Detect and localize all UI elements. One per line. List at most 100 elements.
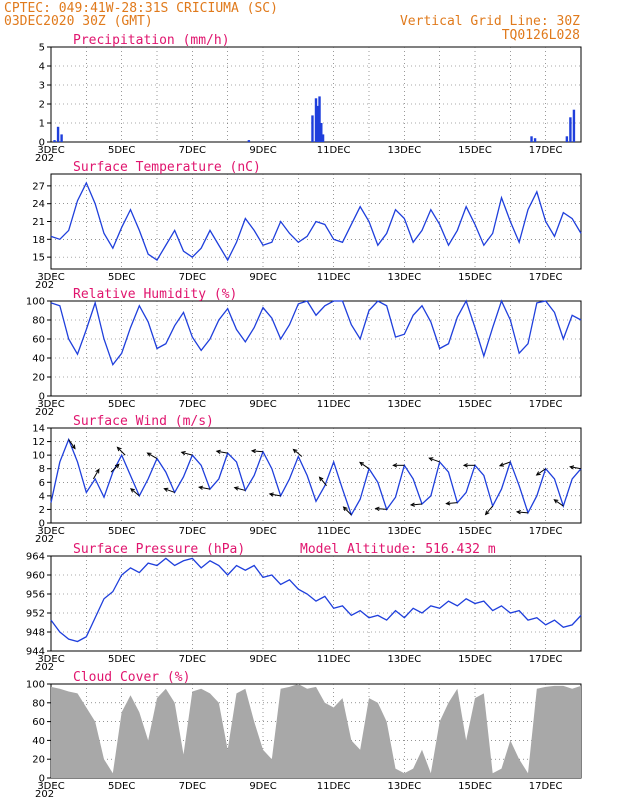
panel-title: Surface Pressure (hPa) [73, 542, 245, 557]
wind-arrow-head [71, 444, 76, 450]
wind-arrow-shaft [516, 511, 529, 514]
wind-arrow-head [569, 465, 575, 470]
wind-arrow-head [146, 452, 152, 457]
y-tick-label: 4 [39, 62, 45, 73]
x-year-label: 202 [35, 153, 54, 164]
wind-arrow-head [462, 463, 468, 468]
x-tick-label: 17DEC [529, 399, 563, 410]
precip-bar [530, 136, 533, 142]
wind-arrow-head [292, 448, 298, 454]
y-tick-label: 12 [32, 437, 45, 448]
x-tick-label: 17DEC [529, 781, 563, 792]
x-tick-label: 17DEC [529, 654, 563, 665]
wind-arrow-head [484, 510, 490, 516]
x-tick-label: 5DEC [108, 781, 135, 792]
x-year-label: 202 [35, 534, 54, 545]
header-location: CPTEC: 049:41W-28:31S CRICIUMA (SC) [4, 1, 278, 16]
y-tick-label: 20 [32, 755, 45, 766]
wind-arrow [198, 485, 211, 490]
y-tick-label: 5 [39, 43, 45, 54]
wind-arrow-shaft [343, 506, 352, 516]
wind-arrow-shaft [293, 449, 303, 457]
wind-arrow-shaft [319, 476, 327, 486]
x-year-label: 202 [35, 407, 54, 418]
wind-arrow-shaft [536, 468, 546, 476]
x-tick-label: 7DEC [179, 399, 206, 410]
wind-arrow-head [553, 499, 559, 504]
precip-bar [533, 138, 537, 142]
wind-arrow-shaft [269, 493, 281, 497]
panel-title: Precipitation (mm/h) [73, 33, 230, 48]
wind-arrow [484, 505, 494, 516]
wind-arrow [535, 468, 546, 476]
panel-1: 15 18 21 24 27 3DEC 5DEC 7DEC 9DEC 11DEC 13DEC 15DE… [32, 160, 582, 291]
x-tick-label: 15DEC [458, 526, 492, 537]
panel-title: Surface Temperature (nC) [73, 160, 261, 175]
wind-arrow-shaft [446, 502, 458, 505]
wind-arrow-head [114, 463, 120, 469]
x-tick-label: 13DEC [387, 526, 421, 537]
wind-arrow-head [250, 448, 256, 454]
precip-bar [321, 134, 325, 142]
wind-arrow-shaft [375, 507, 387, 510]
precip-bar [572, 109, 576, 142]
x-tick-label: 3DEC [37, 145, 64, 156]
x-tick-label: 3DEC [37, 526, 64, 537]
wind-arrow [428, 457, 440, 463]
panel-5: 0 20 40 60 80 100 3DEC 5DEC 7DEC 9DEC 11DEC 13DEC 15… [26, 670, 582, 800]
precip-bar [320, 123, 323, 142]
wind-arrow [180, 451, 193, 456]
x-tick-label: 11DEC [317, 654, 351, 665]
wind-arrow-head [359, 461, 365, 467]
wind-arrow [215, 449, 228, 454]
x-tick-label: 11DEC [317, 399, 351, 410]
x-tick-label: 15DEC [458, 399, 492, 410]
y-tick-label: 27 [32, 181, 45, 192]
wind-arrow [116, 446, 126, 456]
x-tick-label: 7DEC [179, 145, 206, 156]
wind-arrow-shaft [164, 488, 175, 493]
panel-annotation: Model Altitude: 516.432 m [300, 542, 496, 557]
y-tick-label: 100 [26, 297, 45, 308]
wind-arrow [569, 465, 582, 470]
y-tick-label: 8 [39, 464, 45, 475]
y-tick-label: 18 [32, 235, 45, 246]
x-tick-label: 15DEC [458, 781, 492, 792]
wind-arrow [359, 461, 370, 470]
wind-arrow [498, 461, 511, 467]
panel-title: Cloud Cover (%) [73, 670, 190, 685]
series-line [50, 557, 582, 643]
panel-frame [50, 427, 582, 524]
panel-4: 944 948 952 956 960 964 3DEC 5DEC 7DEC 9DEC 11DEC 1… [26, 542, 582, 673]
precip-bar [53, 140, 56, 142]
y-tick-label: 1 [39, 119, 45, 130]
wind-arrow-shaft [181, 451, 193, 456]
y-tick-label: 964 [26, 552, 45, 563]
y-tick-label: 21 [32, 217, 45, 228]
wind-arrow-head [409, 502, 415, 507]
series-line [50, 181, 582, 262]
wind-arrow [268, 492, 281, 497]
wind-arrow [318, 476, 327, 486]
x-tick-label: 5DEC [108, 272, 135, 283]
x-tick-label: 13DEC [387, 272, 421, 283]
y-tick-label: 40 [32, 736, 45, 747]
y-tick-label: 960 [26, 571, 45, 582]
wind-arrow [553, 499, 564, 507]
wind-arrow-head [498, 462, 505, 467]
wind-arrow-shaft [216, 450, 228, 454]
panel-title: Surface Wind (m/s) [73, 414, 214, 429]
precip-bar [60, 134, 63, 142]
y-tick-label: 80 [32, 316, 45, 327]
wind-arrow [515, 509, 529, 515]
x-tick-label: 11DEC [317, 272, 351, 283]
wind-arrow-shaft [234, 487, 246, 491]
header-grid-line: Vertical Grid Line: 30Z [400, 14, 580, 29]
wind-arrow [342, 506, 352, 516]
y-tick-label: 15 [32, 253, 45, 264]
wind-arrow [92, 468, 100, 480]
wind-arrow-shaft [485, 505, 494, 515]
y-tick-label: 60 [32, 335, 45, 346]
wind-arrow-head [198, 485, 204, 490]
